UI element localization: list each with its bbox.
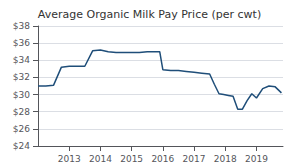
svg-text:$28: $28 <box>13 107 30 117</box>
svg-text:2014: 2014 <box>89 154 112 164</box>
svg-text:$36: $36 <box>13 38 30 48</box>
svg-text:$30: $30 <box>13 90 30 100</box>
svg-text:Average Organic Milk Pay Price: Average Organic Milk Pay Price (per cwt) <box>38 8 261 21</box>
svg-text:$34: $34 <box>13 55 30 65</box>
svg-text:$26: $26 <box>13 124 30 134</box>
svg-text:2013: 2013 <box>58 154 81 164</box>
svg-text:2019: 2019 <box>245 154 268 164</box>
svg-text:$32: $32 <box>13 72 30 82</box>
svg-text:$24: $24 <box>13 141 30 151</box>
svg-text:2016: 2016 <box>151 154 174 164</box>
svg-text:2017: 2017 <box>183 154 206 164</box>
svg-text:$38: $38 <box>13 21 30 31</box>
svg-text:2018: 2018 <box>214 154 237 164</box>
svg-text:2015: 2015 <box>120 154 143 164</box>
